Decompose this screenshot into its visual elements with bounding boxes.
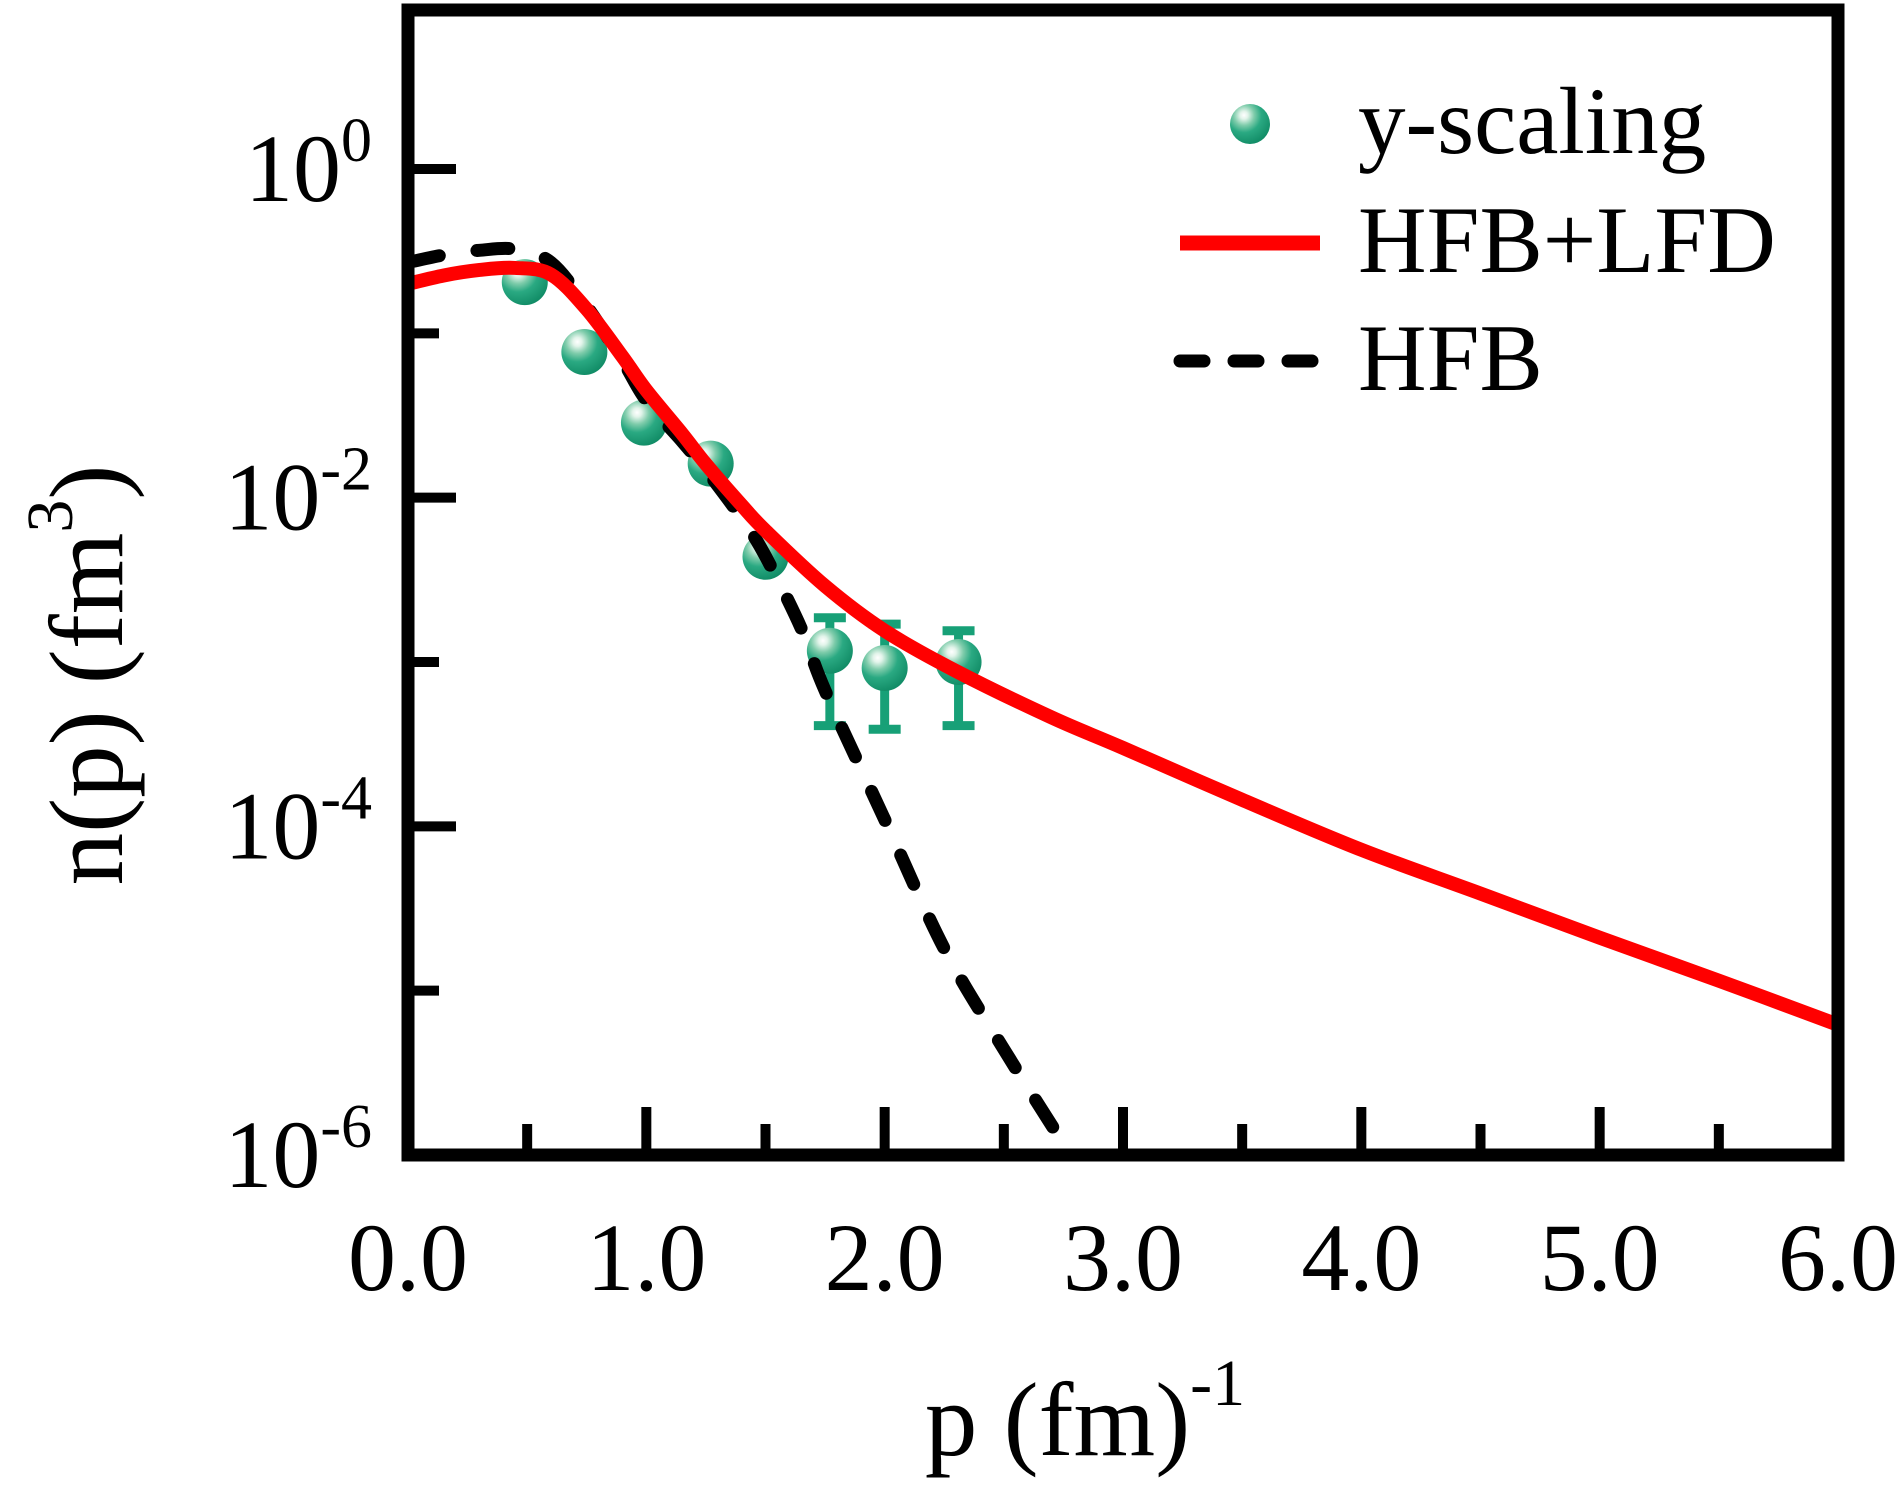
x-tick-label: 4.0 bbox=[1301, 1204, 1421, 1311]
legend-item-hfb: HFB bbox=[1173, 305, 1543, 411]
legend-item-y-scaling: y-scaling bbox=[1230, 68, 1706, 174]
legend-label: HFB+LFD bbox=[1358, 187, 1776, 293]
y-tick-label-base: 10 bbox=[245, 115, 341, 222]
series-hfb-lfd-curve bbox=[414, 260, 1832, 1030]
y-tick-label-exponent: 0 bbox=[341, 107, 372, 175]
x-tick-label: 6.0 bbox=[1778, 1204, 1898, 1311]
y-tick-label-exponent: -2 bbox=[320, 436, 372, 504]
legend-label: y-scaling bbox=[1358, 68, 1706, 174]
data-point-sphere bbox=[861, 644, 908, 691]
series-y-scaling bbox=[501, 259, 982, 734]
x-tick-label: 1.0 bbox=[586, 1204, 706, 1311]
y-axis-title: n(p) (fm3) bbox=[14, 465, 145, 886]
x-axis-title-base: p (fm) bbox=[925, 1361, 1190, 1478]
data-point-sphere bbox=[561, 328, 608, 375]
x-tick-label: 5.0 bbox=[1540, 1204, 1660, 1311]
y-tick-label: 10-4 bbox=[224, 764, 372, 879]
plot-frame bbox=[401, 3, 1845, 1162]
x-axis-title: p (fm)-1 bbox=[925, 1347, 1245, 1478]
y-axis-title-pre: n(p) (fm bbox=[28, 533, 145, 886]
y-tick-label-exponent: -6 bbox=[320, 1093, 372, 1161]
y-tick-label-exponent: -4 bbox=[320, 764, 372, 832]
x-axis-title-exponent: -1 bbox=[1190, 1347, 1245, 1420]
series-hfb-curve bbox=[414, 241, 1075, 1149]
y-axis-title-post: ) bbox=[28, 465, 145, 500]
y-tick-label: 10-6 bbox=[224, 1093, 372, 1208]
legend-item-hfb-lfd: HFB+LFD bbox=[1180, 187, 1776, 293]
y-tick-label: 10-2 bbox=[224, 436, 372, 551]
legend: y-scaling HFB+LFD HFB bbox=[1173, 68, 1776, 411]
y-tick-label-base: 10 bbox=[224, 444, 320, 551]
y-tick-label: 100 bbox=[245, 107, 372, 222]
y-tick-label-base: 10 bbox=[224, 1101, 320, 1208]
legend-sphere-marker bbox=[1230, 104, 1270, 144]
legend-label: HFB bbox=[1358, 305, 1543, 411]
x-tick-label: 2.0 bbox=[825, 1204, 945, 1311]
x-tick-label: 3.0 bbox=[1063, 1204, 1183, 1311]
y-tick-label-base: 10 bbox=[224, 772, 320, 879]
x-tick-label: 0.0 bbox=[348, 1204, 468, 1311]
y-axis-title-exponent: 3 bbox=[14, 500, 87, 533]
